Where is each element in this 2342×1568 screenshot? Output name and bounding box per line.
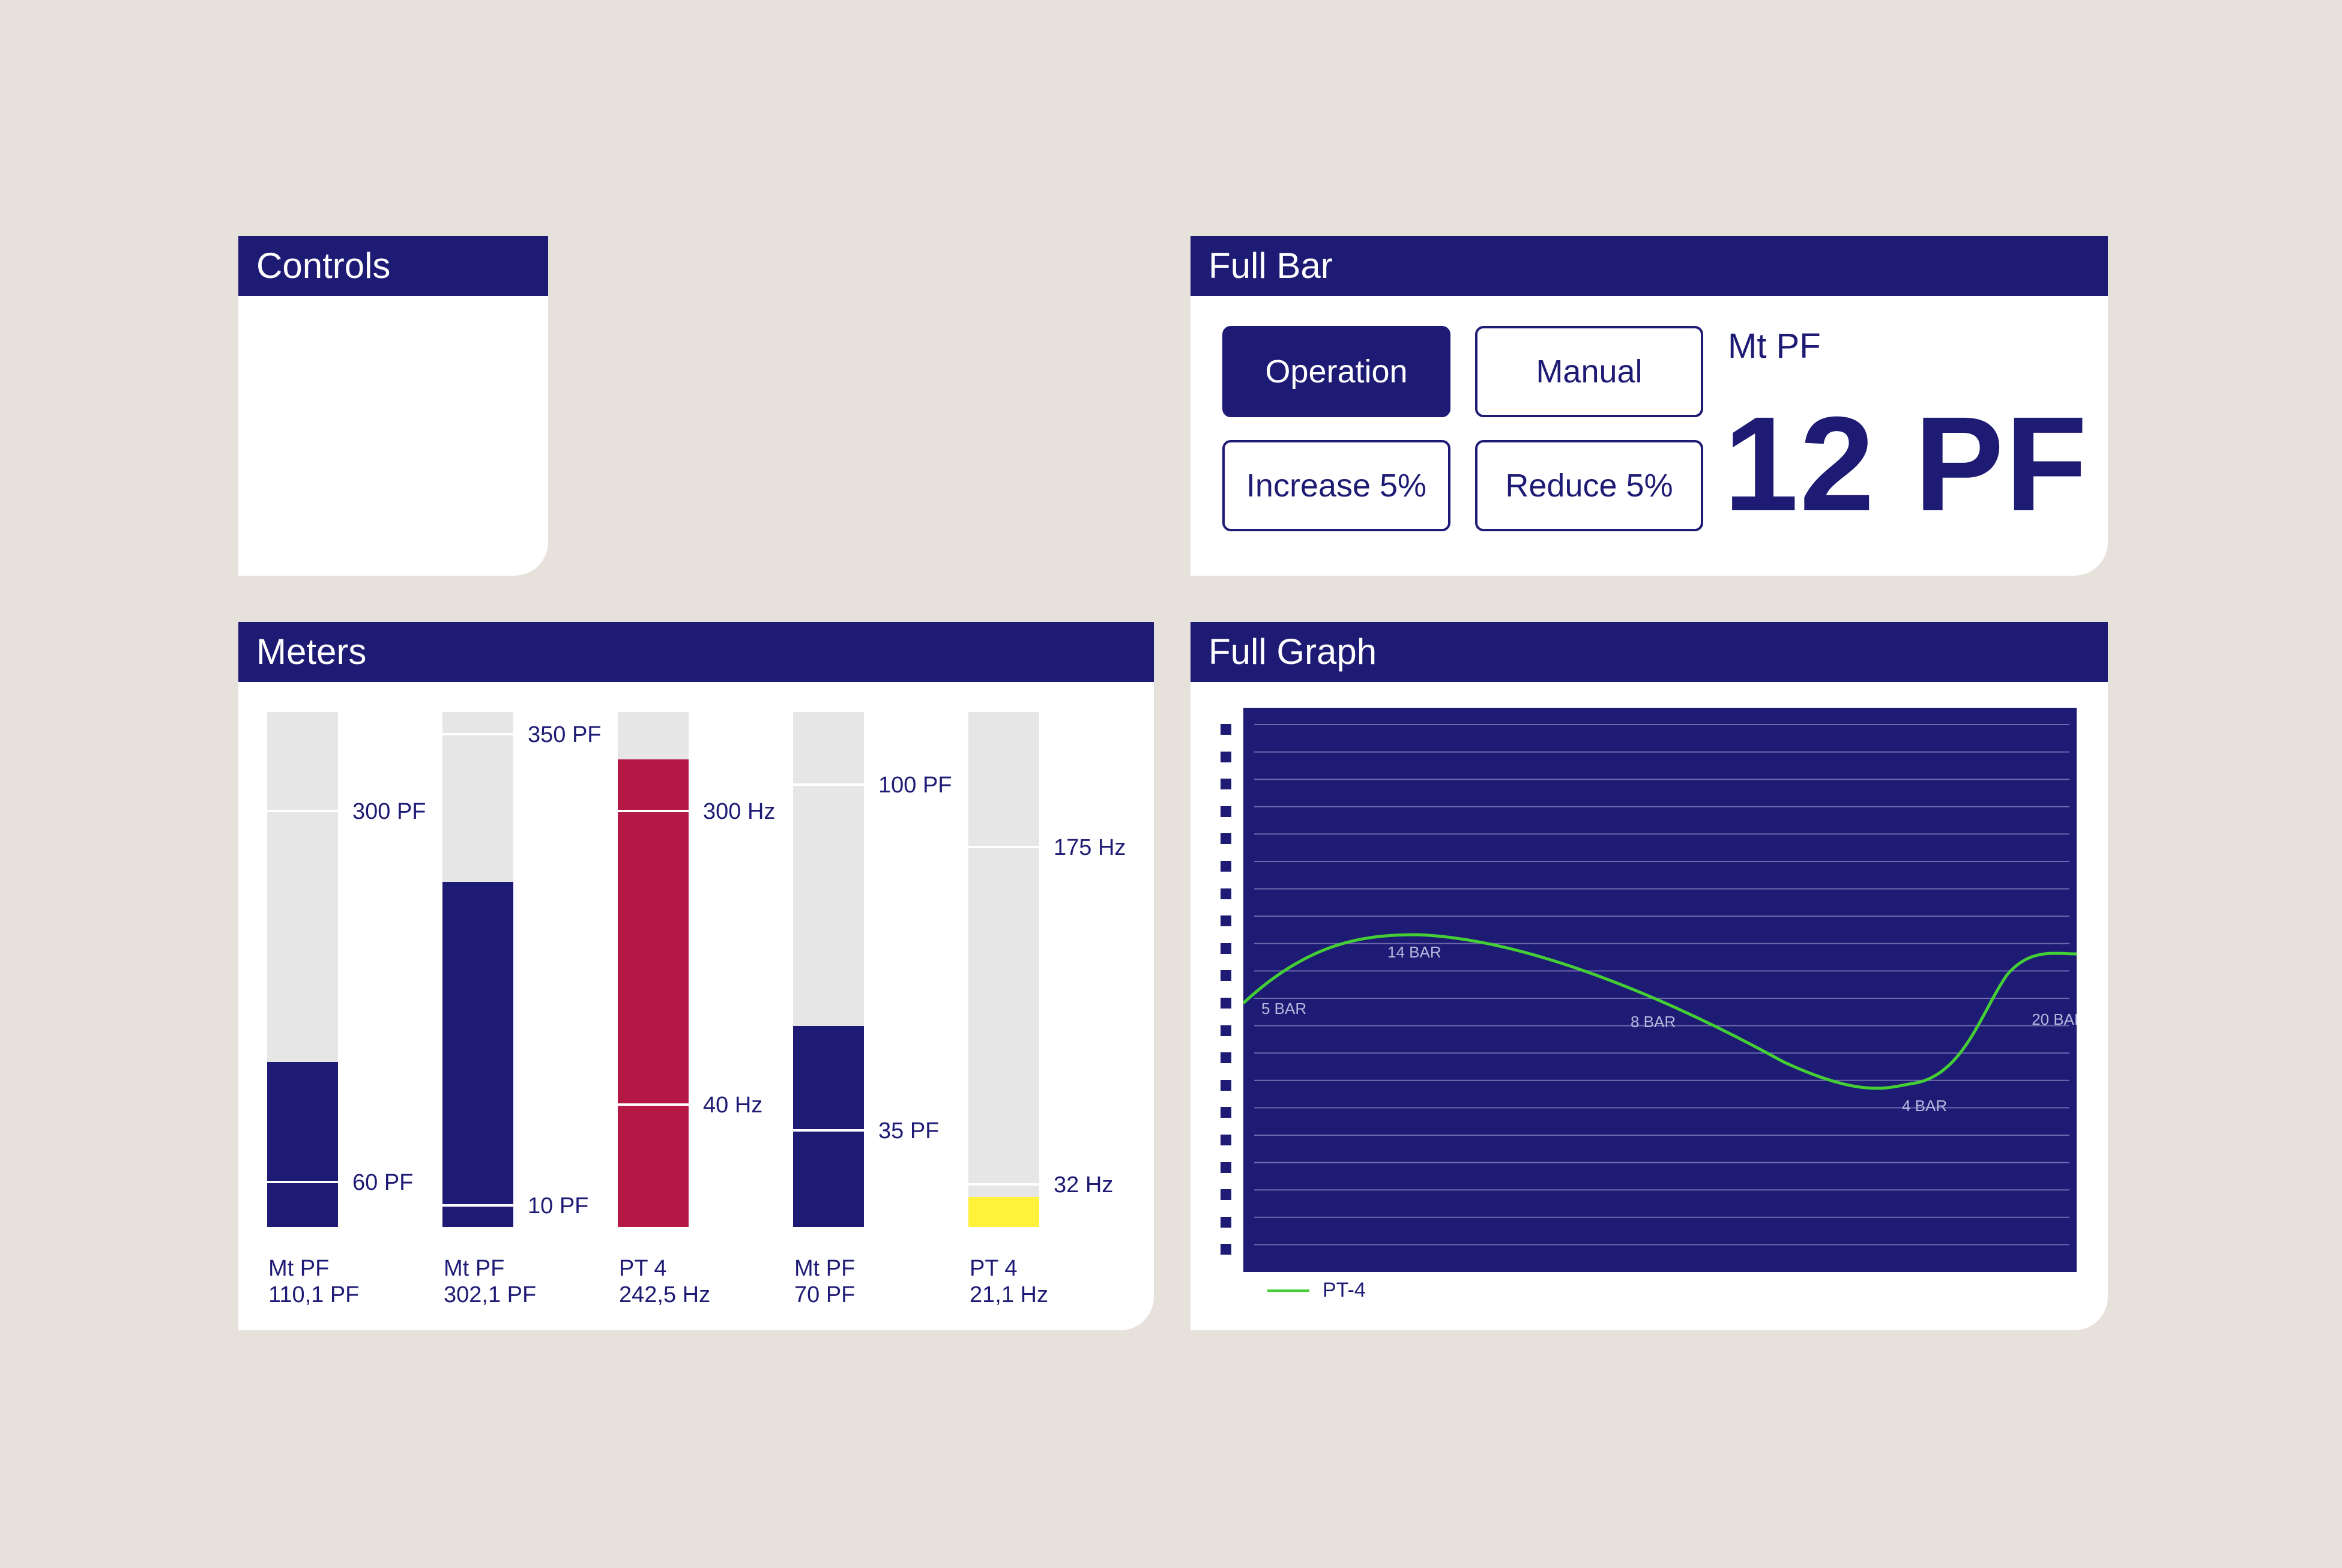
- scale-marker: [1221, 1025, 1231, 1036]
- pt-4-series-line: [1242, 933, 2077, 1090]
- meter-fill: [267, 1062, 338, 1227]
- meter-bar-4: [793, 712, 864, 1227]
- meter-tick: [618, 1103, 689, 1106]
- graph-svg: 5 BAR 14 BAR 8 BAR 4 BAR 20 BAR: [1242, 724, 2086, 1246]
- manual-button[interactable]: Manual: [1475, 326, 1703, 417]
- meter-tick-label: 300 Hz: [703, 799, 776, 825]
- meter-fill: [442, 882, 513, 1227]
- meter-fill: [618, 759, 689, 1227]
- full-graph-panel-title: Full Graph: [1191, 622, 2108, 682]
- meter-bar-2: [442, 712, 513, 1227]
- scale-marker: [1221, 861, 1231, 872]
- meter-tick-label: 60 PF: [352, 1170, 414, 1196]
- full-bar-panel: Full Bar Operation Manual Increase 5% Re…: [1191, 236, 2108, 576]
- meters-panel-title: Meters: [238, 622, 1154, 682]
- meter-caption: Mt PF 70 PF: [794, 1255, 855, 1308]
- meter-fill: [968, 1197, 1039, 1227]
- meter-tick-label: 32 Hz: [1054, 1172, 1114, 1198]
- graph-legend: PT-4: [1267, 1279, 1366, 1302]
- meter-value: 242,5 Hz: [619, 1282, 711, 1307]
- scale-marker: [1221, 1107, 1231, 1118]
- series-annotation-label: 5 BAR: [1261, 1000, 1306, 1018]
- meter-caption: Mt PF 302,1 PF: [444, 1255, 536, 1308]
- scale-marker: [1221, 942, 1231, 954]
- reduce-5-percent-button[interactable]: Reduce 5%: [1475, 440, 1703, 531]
- scale-marker: [1221, 970, 1231, 982]
- series-annotation-label: 20 BAR: [2032, 1010, 2077, 1028]
- meter-caption: Mt PF 110,1 PF: [268, 1255, 359, 1308]
- meter-tick: [793, 783, 864, 786]
- meter-tick: [618, 810, 689, 813]
- meter-value: 110,1 PF: [268, 1282, 360, 1307]
- scale-marker: [1221, 1052, 1231, 1064]
- full-graph-panel: Full Graph 5 BAR 14 BAR 8 BAR 4 BAR 20 BAR P…: [1191, 622, 2108, 1330]
- legend-label: PT-4: [1323, 1279, 1366, 1301]
- meters-panel: Meters 300 PF 60 PF Mt PF 110,1 PF 350 PF 10 …: [238, 622, 1154, 1330]
- meter-tick: [267, 810, 338, 813]
- readout-value: 12 PF: [1724, 389, 2089, 539]
- series-annotation-label: 14 BAR: [1387, 943, 1441, 961]
- meter-tick: [968, 1183, 1039, 1186]
- scale-marker: [1221, 751, 1231, 762]
- readout-label: Mt PF: [1728, 327, 1821, 366]
- meter-tick-label: 175 Hz: [1054, 835, 1126, 861]
- meter-tick: [267, 1181, 338, 1184]
- scale-marker: [1221, 1189, 1231, 1201]
- series-annotation-label: 4 BAR: [1902, 1097, 1947, 1115]
- meter-tick-label: 10 PF: [528, 1193, 589, 1219]
- scale-marker: [1221, 779, 1231, 790]
- scale-marker: [1221, 1135, 1231, 1145]
- meter-tick-label: 35 PF: [878, 1118, 940, 1144]
- scale-marker: [1221, 1216, 1231, 1228]
- scale-marker: [1221, 1079, 1231, 1091]
- legend-line-swatch: [1267, 1289, 1309, 1292]
- meter-name: Mt PF: [268, 1256, 330, 1281]
- meter-tick: [968, 846, 1039, 849]
- meter-value: 302,1 PF: [444, 1282, 537, 1307]
- controls-panel: Controls: [238, 236, 548, 576]
- series-annotation-label: 8 BAR: [1631, 1013, 1676, 1031]
- meter-bar-3: [618, 712, 689, 1227]
- scale-marker: [1221, 998, 1231, 1009]
- meter-bar-1: [267, 712, 338, 1227]
- meter-tick-label: 350 PF: [528, 722, 602, 747]
- meter-fill: [793, 1026, 864, 1227]
- meter-name: PT 4: [619, 1256, 667, 1281]
- meter-tick-label: 300 PF: [352, 799, 426, 825]
- meter-value: 21,1 Hz: [970, 1282, 1048, 1307]
- scale-marker: [1221, 724, 1231, 735]
- meter-caption: PT 4 242,5 Hz: [619, 1255, 710, 1308]
- meter-caption: PT 4 21,1 Hz: [970, 1255, 1048, 1308]
- scale-marker: [1221, 915, 1231, 927]
- operation-button[interactable]: Operation: [1222, 326, 1450, 417]
- controls-panel-title: Controls: [238, 236, 548, 296]
- meter-tick: [793, 1129, 864, 1132]
- meter-tick: [442, 732, 513, 735]
- meter-tick: [442, 1204, 513, 1207]
- meter-tick-label: 40 Hz: [703, 1093, 763, 1118]
- scale-marker: [1221, 833, 1231, 845]
- scale-marker: [1221, 806, 1231, 817]
- scale-marker: [1221, 888, 1231, 899]
- full-bar-panel-title: Full Bar: [1191, 236, 2108, 296]
- meter-name: Mt PF: [794, 1256, 856, 1281]
- meter-name: Mt PF: [444, 1256, 505, 1281]
- scale-marker: [1221, 1162, 1231, 1173]
- meter-bar-5: [968, 712, 1039, 1227]
- increase-5-percent-button[interactable]: Increase 5%: [1222, 440, 1450, 531]
- meter-tick-label: 100 PF: [878, 772, 952, 798]
- meter-value: 70 PF: [794, 1282, 856, 1307]
- graph-area: 5 BAR 14 BAR 8 BAR 4 BAR 20 BAR: [1242, 708, 2086, 1272]
- scale-marker: [1221, 1244, 1231, 1255]
- meter-name: PT 4: [970, 1256, 1018, 1281]
